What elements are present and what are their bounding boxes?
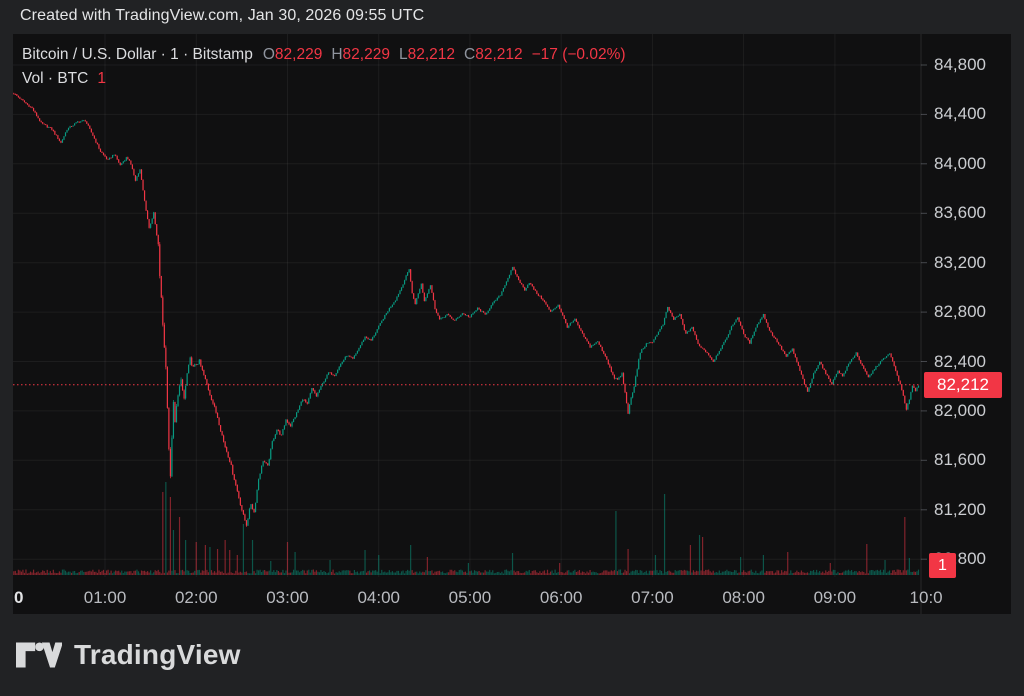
price-axis-label: 84,000 (934, 153, 986, 173)
price-axis-label: 82,800 (934, 302, 986, 322)
price-axis-label: 84,800 (934, 55, 986, 74)
legend-main-row: Bitcoin / U.S. Dollar · 1 · Bitstamp O82… (22, 46, 626, 70)
time-axis-label: 05:00 (448, 588, 492, 607)
time-axis-label: 09:00 (813, 588, 857, 607)
chart-widget: 84,800 84,400 84,000 83,600 83,200 82,800 82,4… (13, 34, 1011, 614)
time-axis-label: 02:00 (174, 588, 218, 607)
time-axis-label: 06:00 (539, 588, 583, 607)
ohlc-values: O82,229 H82,229 L82,212 C82,212 (263, 46, 532, 64)
price-axis-label: 81,200 (934, 499, 986, 519)
price-axis-label: 83,600 (934, 203, 986, 223)
price-axis-label: 81,600 (934, 450, 986, 470)
volume-axis-badge: 1 (929, 553, 956, 578)
time-axis-label: 0 (14, 588, 24, 607)
symbol-legend: Bitcoin / U.S. Dollar · 1 · Bitstamp O82… (22, 46, 626, 94)
volume-label: Vol · BTC (22, 70, 89, 87)
price-axis-label: 82,400 (934, 351, 986, 371)
time-axis-label: 03:00 (266, 588, 309, 607)
symbol-title[interactable]: Bitcoin / U.S. Dollar · 1 · Bitstamp (22, 46, 253, 63)
time-axis-label: 04:00 (357, 588, 400, 607)
tradingview-wordmark[interactable]: TradingView (74, 639, 241, 670)
tradingview-logo-icon[interactable] (16, 640, 62, 670)
footer-bar: TradingView (0, 614, 1024, 696)
attribution-text: Created with TradingView.com, Jan 30, 20… (20, 7, 425, 24)
ohlc-C: C82,212 (464, 46, 523, 63)
ohlc-L: L82,212 (398, 46, 455, 63)
price-axis-label: 84,400 (934, 104, 986, 124)
price-chart-canvas[interactable] (13, 34, 1011, 614)
ohlc-O: O82,229 (262, 46, 323, 63)
ohlc-H: H82,229 (331, 46, 390, 63)
legend-volume-row: Vol · BTC 1 (22, 70, 626, 94)
last-price-badge: 82,212 (924, 372, 1002, 398)
time-axis-label: 10:0 (909, 588, 943, 607)
time-axis-label: 01:00 (83, 588, 127, 607)
price-change: −17 (−0.02%) (531, 46, 626, 63)
time-axis-label: 07:00 (631, 588, 674, 607)
price-axis-label: 83,200 (934, 252, 986, 272)
price-axis-label: 82,000 (934, 400, 986, 420)
volume-value: 1 (97, 70, 106, 87)
time-axis-label: 08:00 (722, 588, 765, 607)
